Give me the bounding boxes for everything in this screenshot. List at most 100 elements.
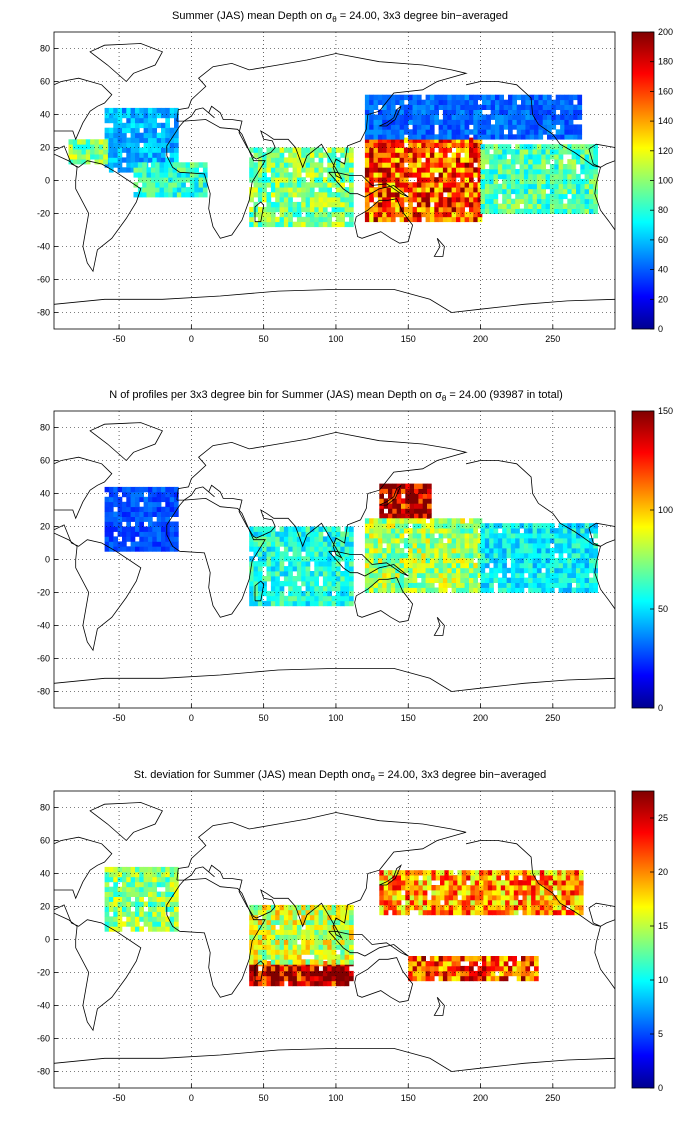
heat-cell [536,567,542,574]
heat-cell [369,523,374,529]
heat-cell [395,129,400,135]
heat-cell [249,187,254,193]
heat-cell [309,157,315,163]
heat-cell [573,109,578,115]
heat-cell [503,99,509,105]
heat-cell [489,557,494,564]
heat-cell [482,104,487,110]
heat-cell [451,129,457,135]
heat-cell [108,526,114,532]
heat-cell [169,541,175,547]
heat-cell [464,104,470,110]
heat-cell [429,211,435,218]
heat-cell [156,132,162,139]
heat-cell [296,904,302,911]
heat-cell [122,876,127,883]
heat-cell [447,119,452,125]
heat-cell [519,533,525,539]
heat-cell [564,109,570,115]
heat-cell [502,193,507,200]
heat-cell [386,114,392,120]
heat-cell [161,536,166,542]
heat-cell [567,543,572,549]
heat-cell [122,531,127,537]
heat-cell [469,104,474,110]
heat-cell [536,173,542,180]
heat-cell [580,528,585,534]
heat-cell [490,975,496,982]
heat-cell [538,104,544,110]
heat-cell [502,154,507,160]
heat-cell [130,137,136,143]
heat-cell [589,528,594,534]
heat-cell [421,548,426,554]
heat-cell [529,975,535,982]
heat-cell [301,934,306,940]
heat-cell [275,980,280,987]
heat-cell [161,876,166,883]
heat-cell [275,221,280,228]
heat-cell [139,531,144,537]
heat-cell [382,577,387,583]
heat-cell [364,533,370,539]
heat-cell [464,109,470,115]
heat-cell [382,99,387,105]
heat-cell [542,104,548,110]
heat-cell [288,566,293,572]
heat-cell [506,538,512,544]
heat-cell [386,538,392,544]
heat-cell [557,895,562,901]
heat-cell [335,965,341,972]
heat-cell [399,104,405,110]
heat-cell [542,129,548,135]
heat-cell [505,880,510,886]
heat-cell [122,147,127,153]
heat-cell [567,562,572,569]
heat-cell [388,513,393,519]
heat-cell [489,582,494,588]
heat-cell [292,157,298,163]
heat-cell [408,192,413,198]
heat-cell [174,896,179,902]
heat-cell [152,906,157,912]
heat-cell [382,124,387,130]
heat-cell [482,965,487,972]
heat-cell [510,552,516,559]
heat-cell [279,590,285,597]
heat-cell [562,557,568,564]
heat-cell [399,201,405,208]
heat-cell [161,906,166,912]
heat-cell [322,536,328,542]
heat-cell [456,201,461,208]
heat-cell [440,909,445,916]
heat-cell [377,587,383,593]
heat-cell [493,144,499,150]
heat-cell [482,129,487,135]
heat-cell [283,536,289,542]
heat-cell [301,980,306,987]
heat-cell [421,961,426,967]
heat-cell [369,172,374,178]
heat-cell [497,587,503,593]
heat-cell [460,975,465,982]
heat-cell [113,491,118,498]
heat-cell [515,543,520,549]
heat-cell [438,582,444,588]
heat-cell [262,576,267,582]
heat-cell [395,552,400,559]
heat-cell [434,197,439,203]
heat-cell [460,533,465,539]
heat-cell [305,192,311,198]
heat-cell [473,157,478,163]
coastline [54,289,615,313]
heat-cell [456,129,461,135]
heat-cell [567,572,572,578]
heat-cell [369,167,374,173]
heat-cell [416,137,422,143]
gridlines [54,791,615,1088]
panel-std-deviation: St. deviation for Summer (JAS) mean Dept… [37,769,668,1103]
heat-cell [305,980,311,987]
heat-cell [113,891,118,897]
heat-cell [288,187,293,193]
heat-cell [283,566,289,572]
